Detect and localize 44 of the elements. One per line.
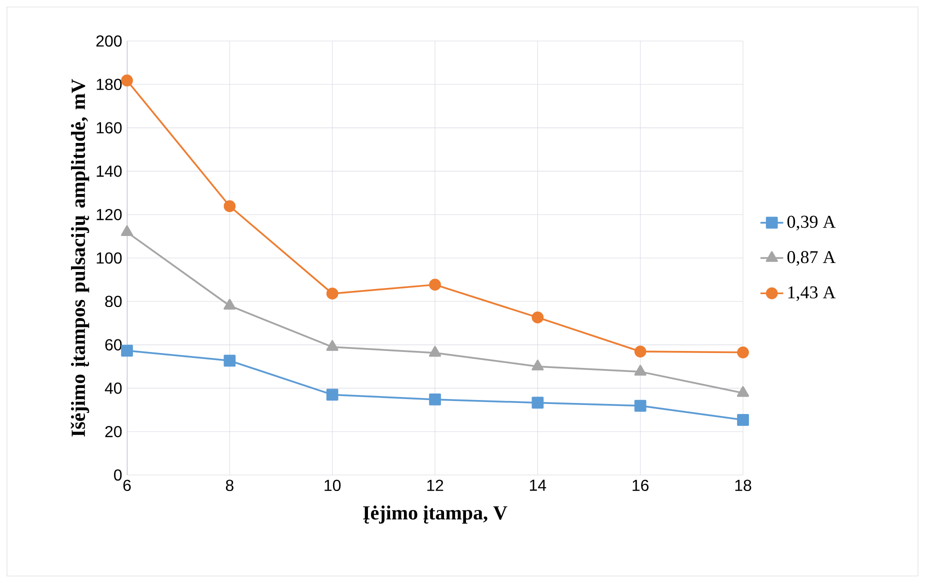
x-tick-label: 18 [735,480,752,492]
point [634,400,646,412]
x-tick-label: 8 [226,480,234,492]
y-tick-label: 120 [96,208,122,220]
y-tick-label: 200 [96,35,122,47]
x-tick-label: 14 [530,480,546,491]
point [736,386,750,397]
point [428,346,442,357]
point [634,364,646,376]
y-tick-label: 140 [96,166,122,177]
point [326,388,338,401]
x-tick-label: 10 [324,480,341,492]
y-tick-label: 60 [105,339,122,350]
y-tick-label: 100 [96,252,122,264]
legend-label: 0,87 A [787,251,836,266]
point [737,414,749,426]
x-axis-title: Įėjimo įtampa, V [363,506,508,524]
y-tick-label: 0 [114,469,122,481]
y-tick-label: 180 [96,78,122,90]
point [120,225,134,236]
point [326,288,338,300]
point [429,278,441,291]
point [634,346,646,358]
point [532,396,544,409]
point [224,200,236,212]
y-tick-label: 160 [96,122,122,134]
x-tick-label: 6 [123,480,131,492]
y-axis-title: Išėjimo įtampos pulsacijų amplitudė, mV [70,79,90,437]
point [737,346,749,358]
legend-label: 0,39 A [787,216,836,230]
legend-label: 1,43 A [788,286,836,302]
point [224,354,236,367]
x-tick-label: 12 [427,480,444,491]
point [429,394,441,406]
point [224,298,236,310]
point [121,344,133,357]
y-tick-label: 20 [105,426,122,438]
point [532,360,544,370]
y-tick-label: 80 [105,296,122,308]
point [121,74,133,86]
x-tick-label: 16 [632,480,649,492]
point [326,340,338,351]
y-tick-label: 40 [104,382,122,394]
point [532,312,544,324]
